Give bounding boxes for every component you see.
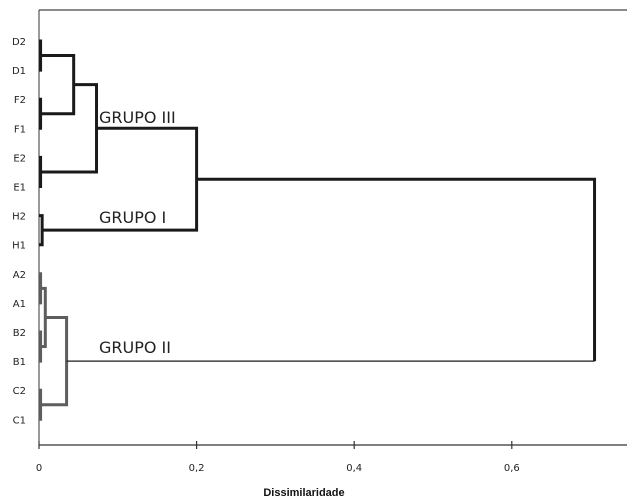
- leaf-label: E2: [13, 153, 26, 164]
- leaf-label: H2: [12, 212, 26, 223]
- x-tick-label: 0: [36, 463, 42, 474]
- dendrogram-link: [39, 330, 43, 363]
- leaf-label: D1: [12, 66, 26, 77]
- leaf-label: D2: [12, 37, 26, 48]
- dendrogram-link: [40, 83, 99, 174]
- x-tick-label: 0,2: [189, 463, 205, 474]
- leaf-label: C2: [13, 386, 26, 397]
- x-tick-label: 0,4: [346, 463, 362, 474]
- leaf-label: C1: [13, 415, 26, 426]
- x-tick-label: 0,6: [504, 463, 520, 474]
- dendrogram-link: [40, 54, 76, 116]
- group-label: GRUPO I: [99, 208, 166, 227]
- leaf-label: B2: [13, 328, 26, 339]
- dendrogram-link: [39, 39, 43, 72]
- dendrogram-link: [39, 97, 43, 130]
- group-label: GRUPO III: [99, 108, 176, 127]
- dendrogram-link: [39, 272, 43, 305]
- x-axis-title: Dissimilaridade: [263, 487, 344, 499]
- leaf-label: A2: [13, 270, 26, 281]
- dendrogram-link: [39, 388, 43, 421]
- leaf-label: F2: [14, 95, 26, 106]
- leaf-label: B1: [13, 357, 26, 368]
- leaf-label: E1: [13, 183, 26, 194]
- group-label: GRUPO II: [99, 338, 171, 357]
- leaf-label: F1: [14, 124, 26, 135]
- leaf-label: H1: [12, 241, 26, 252]
- dendrogram-link: [39, 155, 43, 188]
- leaf-label: A1: [13, 299, 26, 310]
- dendrogram-root-link: [196, 177, 597, 362]
